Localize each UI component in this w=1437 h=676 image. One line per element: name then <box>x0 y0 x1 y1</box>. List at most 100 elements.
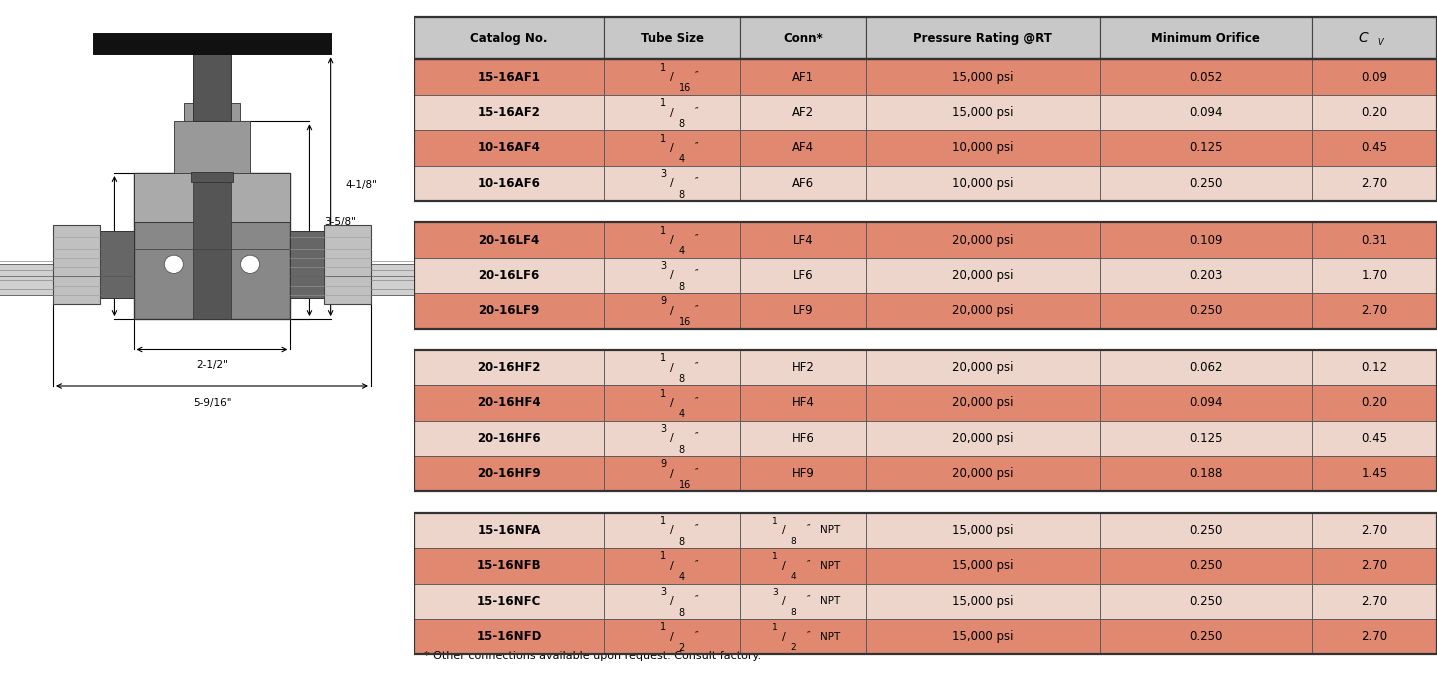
Bar <box>740 166 865 201</box>
Text: 3: 3 <box>772 588 777 597</box>
Text: 8: 8 <box>678 190 684 199</box>
Bar <box>740 95 865 130</box>
Bar <box>740 548 865 583</box>
Bar <box>740 130 865 166</box>
Text: NPT: NPT <box>821 631 841 642</box>
Text: ″: ″ <box>696 233 698 243</box>
Text: Conn*: Conn* <box>783 32 823 45</box>
Bar <box>414 512 605 548</box>
Text: 3: 3 <box>660 261 667 271</box>
Text: LF4: LF4 <box>793 233 813 247</box>
Bar <box>1099 95 1312 130</box>
Text: 20-16HF9: 20-16HF9 <box>477 467 540 480</box>
Text: ″: ″ <box>806 594 810 604</box>
Text: 8: 8 <box>678 119 684 129</box>
Bar <box>134 173 290 222</box>
Text: 16: 16 <box>678 83 691 93</box>
Bar <box>414 166 605 201</box>
Text: 0.062: 0.062 <box>1188 361 1223 374</box>
Text: 20-16LF9: 20-16LF9 <box>479 304 540 317</box>
Text: 0.31: 0.31 <box>1361 233 1387 247</box>
Bar <box>1312 130 1437 166</box>
Text: 10,000 psi: 10,000 psi <box>951 177 1013 190</box>
Text: 20-16LF6: 20-16LF6 <box>479 269 540 282</box>
Text: 20,000 psi: 20,000 psi <box>951 304 1013 317</box>
Text: 20,000 psi: 20,000 psi <box>951 467 1013 480</box>
Text: 1: 1 <box>660 98 667 108</box>
Bar <box>1099 293 1312 329</box>
Text: /: / <box>671 398 674 408</box>
Bar <box>414 512 1437 654</box>
Text: 0.250: 0.250 <box>1188 524 1223 537</box>
Text: HF9: HF9 <box>792 467 815 480</box>
Bar <box>865 222 1099 258</box>
Text: 8: 8 <box>678 608 684 618</box>
Bar <box>740 420 865 456</box>
Ellipse shape <box>164 256 184 273</box>
Text: 0.12: 0.12 <box>1361 361 1388 374</box>
Text: /: / <box>671 362 674 372</box>
Text: 0.45: 0.45 <box>1361 141 1387 154</box>
Text: 0.109: 0.109 <box>1188 233 1223 247</box>
Text: 15-16NFD: 15-16NFD <box>477 630 542 643</box>
Bar <box>865 130 1099 166</box>
Text: 1: 1 <box>660 63 667 73</box>
Bar <box>865 349 1099 385</box>
Text: 8: 8 <box>790 608 796 617</box>
Bar <box>325 224 371 304</box>
Bar <box>605 293 740 329</box>
Bar <box>1099 456 1312 491</box>
Text: ″: ″ <box>696 467 698 477</box>
Bar <box>740 59 865 95</box>
Bar <box>174 122 250 173</box>
Text: NPT: NPT <box>821 525 841 535</box>
Text: 8: 8 <box>678 445 684 455</box>
Bar <box>865 258 1099 293</box>
Text: 2.70: 2.70 <box>1361 304 1388 317</box>
Text: 0.094: 0.094 <box>1188 106 1223 119</box>
Bar <box>1099 349 1312 385</box>
Bar <box>1312 59 1437 95</box>
Bar <box>605 420 740 456</box>
Bar <box>740 385 865 420</box>
Text: ″: ″ <box>696 304 698 314</box>
Text: 20-16LF4: 20-16LF4 <box>479 233 540 247</box>
Text: Minimum Orifice: Minimum Orifice <box>1151 32 1260 45</box>
Text: ″: ″ <box>696 594 698 604</box>
Bar <box>1312 385 1437 420</box>
Bar <box>865 420 1099 456</box>
Text: HF2: HF2 <box>792 361 815 374</box>
Bar <box>414 95 605 130</box>
Bar <box>1312 349 1437 385</box>
Text: 1: 1 <box>660 226 667 236</box>
Text: /: / <box>671 107 674 118</box>
Text: 8: 8 <box>790 537 796 546</box>
Text: 15,000 psi: 15,000 psi <box>951 106 1013 119</box>
Text: /: / <box>671 143 674 153</box>
Text: 15-16NFB: 15-16NFB <box>477 559 542 573</box>
Text: ″: ″ <box>806 523 810 533</box>
Bar <box>740 293 865 329</box>
Text: NPT: NPT <box>821 561 841 571</box>
Text: 15,000 psi: 15,000 psi <box>951 70 1013 84</box>
Text: 8: 8 <box>678 282 684 292</box>
Bar <box>1312 258 1437 293</box>
Text: 20,000 psi: 20,000 psi <box>951 233 1013 247</box>
Text: 4: 4 <box>678 246 684 256</box>
Text: Tube Size: Tube Size <box>641 32 704 45</box>
Bar <box>193 55 231 122</box>
Text: 9: 9 <box>660 297 667 306</box>
Text: 15,000 psi: 15,000 psi <box>951 524 1013 537</box>
Bar <box>1099 548 1312 583</box>
Text: 15-16NFC: 15-16NFC <box>477 595 542 608</box>
Text: Catalog No.: Catalog No. <box>470 32 547 45</box>
Text: 0.188: 0.188 <box>1188 467 1223 480</box>
Bar <box>414 456 605 491</box>
Text: 15-16AF1: 15-16AF1 <box>477 70 540 84</box>
Text: 2.70: 2.70 <box>1361 595 1388 608</box>
Bar <box>865 59 1099 95</box>
Text: 4: 4 <box>678 572 684 582</box>
Text: /: / <box>671 178 674 189</box>
Text: LF6: LF6 <box>793 269 813 282</box>
Bar <box>414 59 1437 201</box>
